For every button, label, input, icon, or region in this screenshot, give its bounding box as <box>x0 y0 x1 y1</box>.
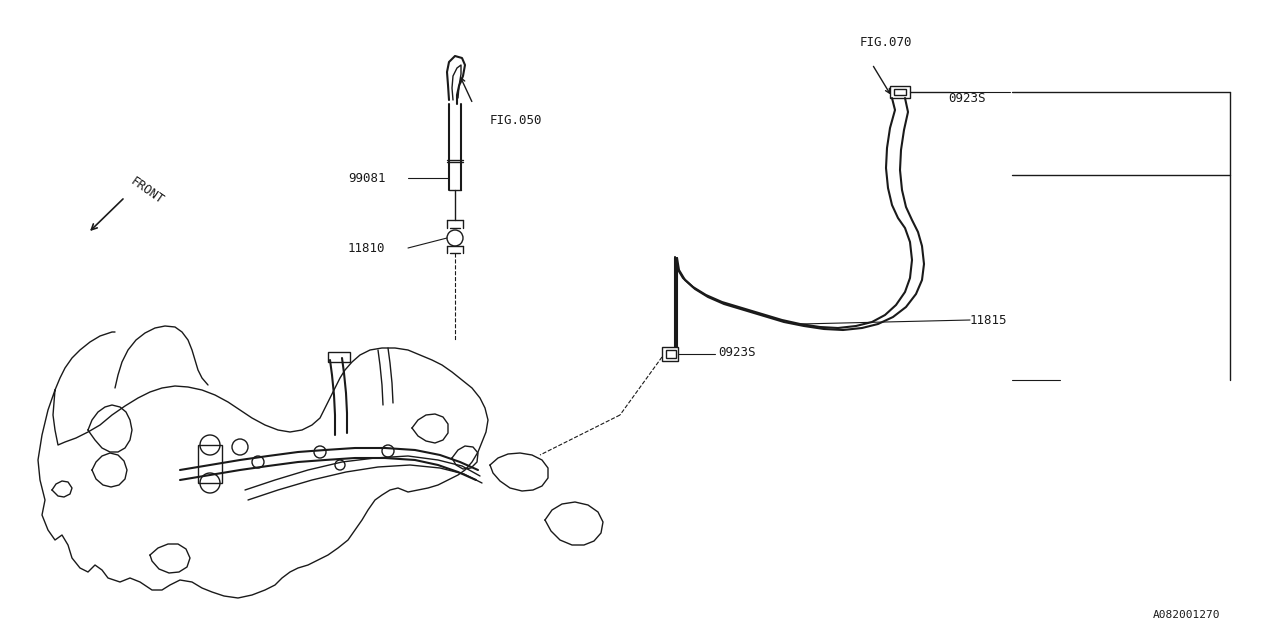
Text: FIG.070: FIG.070 <box>860 35 913 49</box>
Text: FRONT: FRONT <box>128 175 166 207</box>
Text: FIG.050: FIG.050 <box>490 113 543 127</box>
Bar <box>893 89 906 95</box>
Text: 11810: 11810 <box>348 241 385 255</box>
Text: 11815: 11815 <box>970 314 1007 326</box>
Bar <box>328 352 349 362</box>
Bar <box>662 347 678 361</box>
Text: 99081: 99081 <box>348 172 385 184</box>
Text: 0923S: 0923S <box>948 92 986 104</box>
Text: 0923S: 0923S <box>718 346 755 358</box>
Bar <box>890 86 910 98</box>
Text: A082001270: A082001270 <box>1152 610 1220 620</box>
Bar <box>666 350 676 358</box>
Bar <box>198 445 221 483</box>
